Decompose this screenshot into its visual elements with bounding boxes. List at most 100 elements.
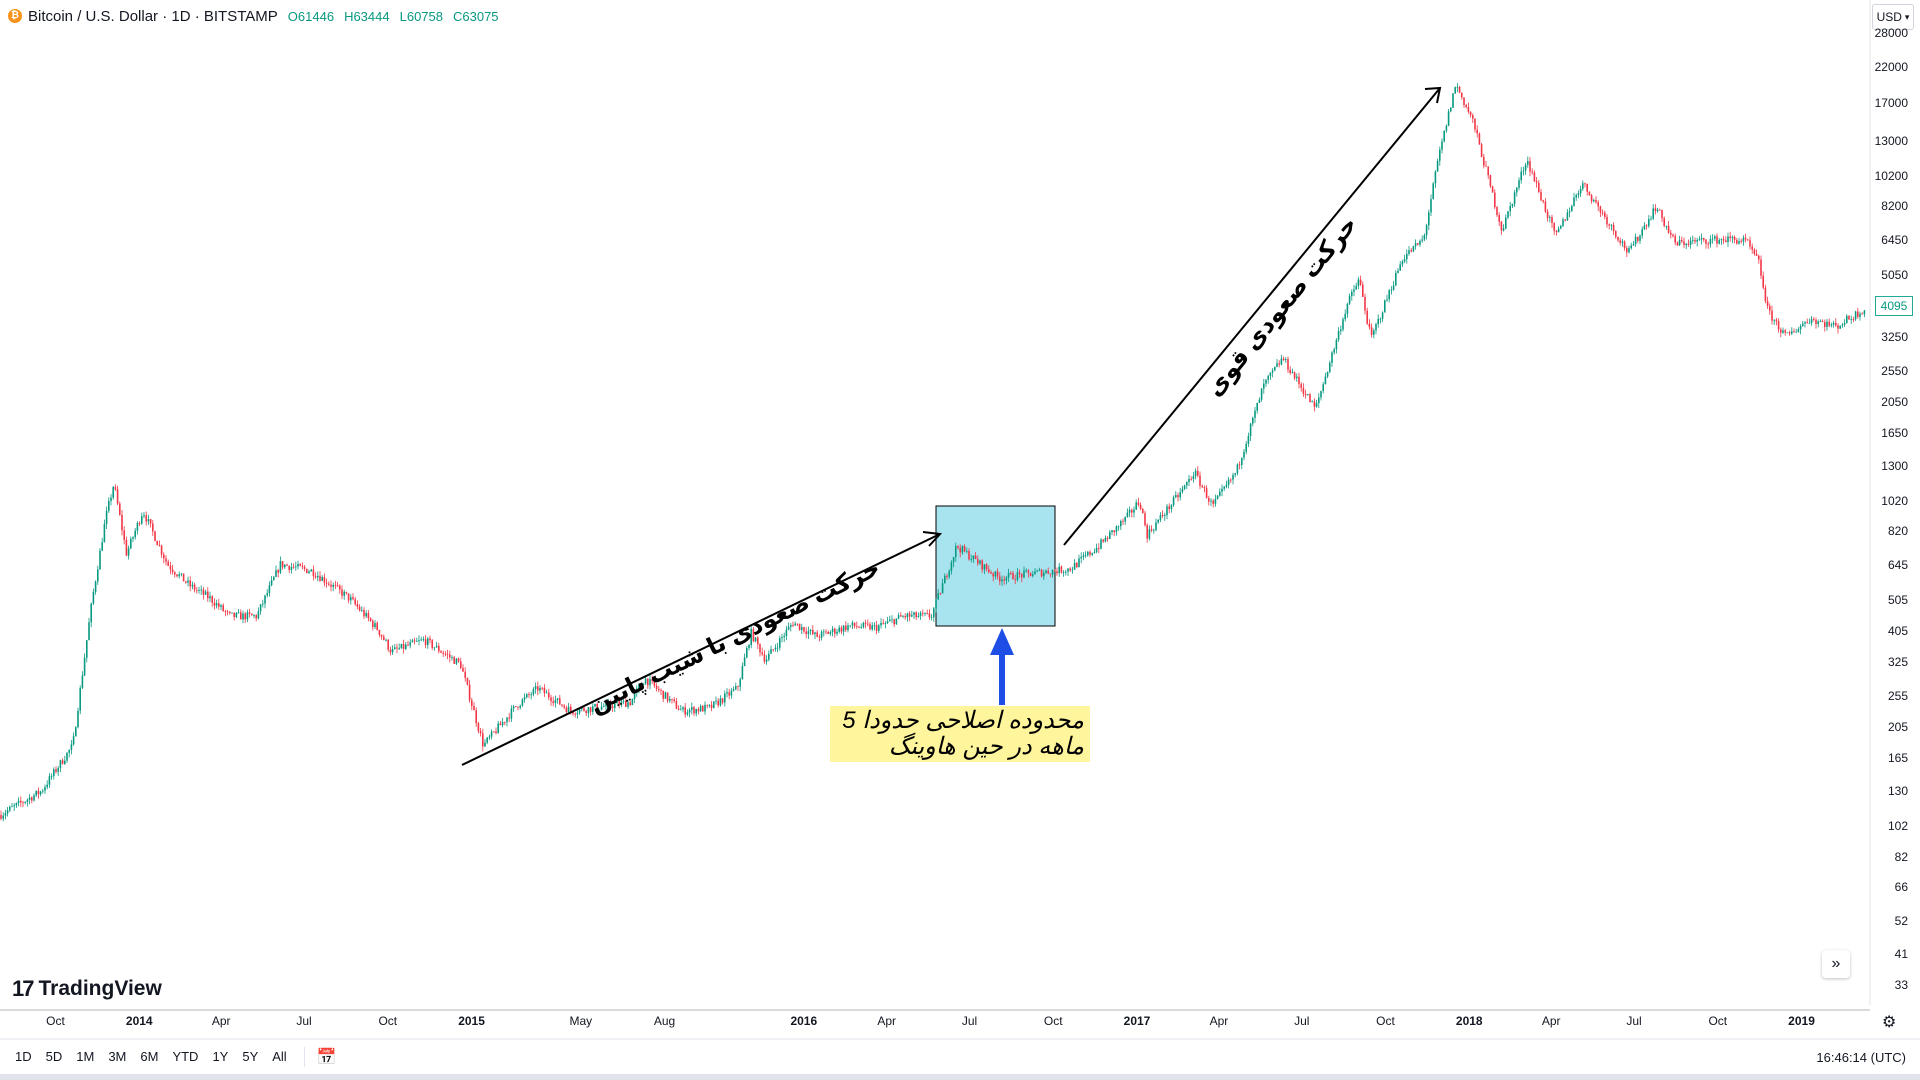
candle-body	[1621, 241, 1624, 243]
candle-body	[138, 523, 141, 524]
candle-body	[1331, 352, 1333, 363]
candle-body	[88, 622, 90, 641]
candle-body	[528, 694, 530, 696]
candle-body	[785, 629, 788, 636]
candle-body	[1164, 515, 1166, 517]
candle-body	[1700, 237, 1703, 240]
candle-body	[600, 706, 603, 710]
candle-body	[207, 591, 209, 599]
range-1d-button[interactable]: 1D	[15, 1049, 32, 1064]
range-1m-button[interactable]: 1M	[76, 1049, 95, 1064]
candle-body	[1494, 192, 1496, 208]
candle-body	[576, 712, 579, 715]
candle-body	[231, 612, 233, 614]
candle-body	[77, 710, 79, 728]
candle-body	[1762, 275, 1764, 288]
candle-body	[1584, 183, 1586, 185]
candle-body	[1399, 264, 1401, 271]
currency-selector[interactable]: USD ▾	[1872, 4, 1914, 30]
candle-body	[1696, 239, 1698, 242]
candle-body	[917, 615, 920, 618]
range-5y-button[interactable]: 5Y	[242, 1049, 259, 1064]
range-6m-button[interactable]: 6M	[140, 1049, 159, 1064]
candle-body	[801, 627, 803, 630]
candle-body	[948, 571, 950, 577]
candle-body	[180, 573, 183, 575]
range-3m-button[interactable]: 3M	[108, 1049, 127, 1064]
candle-body	[1689, 240, 1692, 245]
candle-body	[530, 694, 532, 696]
candle-body	[523, 697, 526, 700]
chevron-down-icon: ▾	[1904, 11, 1910, 22]
price-tick: 645	[1887, 558, 1908, 573]
range-all-button[interactable]: All	[272, 1049, 287, 1064]
strong-uptrend-arrow-head	[1424, 86, 1442, 104]
range-ytd-button[interactable]: YTD	[172, 1049, 199, 1064]
candle-body	[268, 585, 271, 594]
tradingview-logo[interactable]: 17 TradingView	[12, 976, 162, 1002]
candle-body	[691, 707, 693, 710]
candle-body	[1780, 329, 1782, 333]
candle-body	[1516, 187, 1518, 193]
candle-body	[1326, 371, 1329, 377]
candle-body	[9, 806, 11, 811]
candle-body	[321, 577, 323, 581]
candle-body	[1615, 231, 1617, 237]
candle-body	[1058, 566, 1060, 574]
price-tick: 3250	[1881, 330, 1908, 345]
candle-body	[396, 647, 398, 649]
candle-body	[270, 580, 273, 586]
candle-body	[1830, 324, 1833, 326]
gear-icon[interactable]: ⚙	[1882, 1014, 1897, 1031]
candle-body	[849, 625, 851, 627]
candle-body	[1159, 515, 1162, 520]
candle-body	[644, 678, 647, 684]
candle-body	[163, 554, 165, 559]
candle-body	[550, 697, 552, 702]
candle-body	[614, 703, 616, 708]
clock-time[interactable]: 16:46:14 (UTC)	[1816, 1049, 1906, 1065]
candle-body	[1412, 246, 1415, 252]
box-candle-series	[935, 542, 1056, 613]
candle-body	[880, 622, 882, 626]
candle-body	[1291, 372, 1294, 374]
candle-body	[840, 627, 843, 632]
candle-body	[543, 687, 546, 694]
halving-correction-box	[935, 505, 1056, 627]
symbol-header[interactable]: ₿ Bitcoin / U.S. Dollar · 1D · BITSTAMP …	[0, 0, 499, 32]
candle-body	[1634, 236, 1637, 245]
price-tick: 1300	[1881, 459, 1908, 474]
candle-body	[1133, 509, 1135, 513]
candle-body	[365, 612, 367, 617]
candle-body	[838, 627, 840, 632]
candle-body	[1135, 502, 1137, 510]
candle-body	[1663, 218, 1665, 226]
candle-body	[933, 608, 935, 618]
candle-body	[761, 652, 763, 655]
candle-body	[739, 679, 741, 687]
candle-body	[862, 622, 865, 628]
candle-body	[15, 803, 18, 806]
candle-body	[1766, 301, 1769, 307]
candle-body	[1274, 366, 1276, 371]
candle-body	[444, 653, 447, 655]
candle-body	[1395, 272, 1397, 286]
calendar-icon[interactable]: 📅	[303, 1047, 337, 1067]
range-1y-button[interactable]: 1Y	[212, 1049, 229, 1064]
candle-body	[1784, 330, 1786, 333]
candle-body	[578, 709, 581, 713]
candle-body	[900, 615, 902, 617]
scroll-to-realtime-button[interactable]: »	[1822, 950, 1850, 978]
candle-body	[642, 683, 645, 686]
candle-body	[1815, 319, 1817, 325]
candle-body	[1282, 358, 1285, 361]
candle-body	[330, 584, 332, 587]
price-tick: 325	[1887, 655, 1908, 670]
candle-body	[1843, 323, 1846, 325]
candle-body	[1238, 464, 1241, 466]
range-5d-button[interactable]: 5D	[45, 1049, 63, 1064]
candle-body	[1309, 394, 1311, 403]
candle-body	[1128, 509, 1131, 513]
candle-body	[816, 632, 818, 637]
